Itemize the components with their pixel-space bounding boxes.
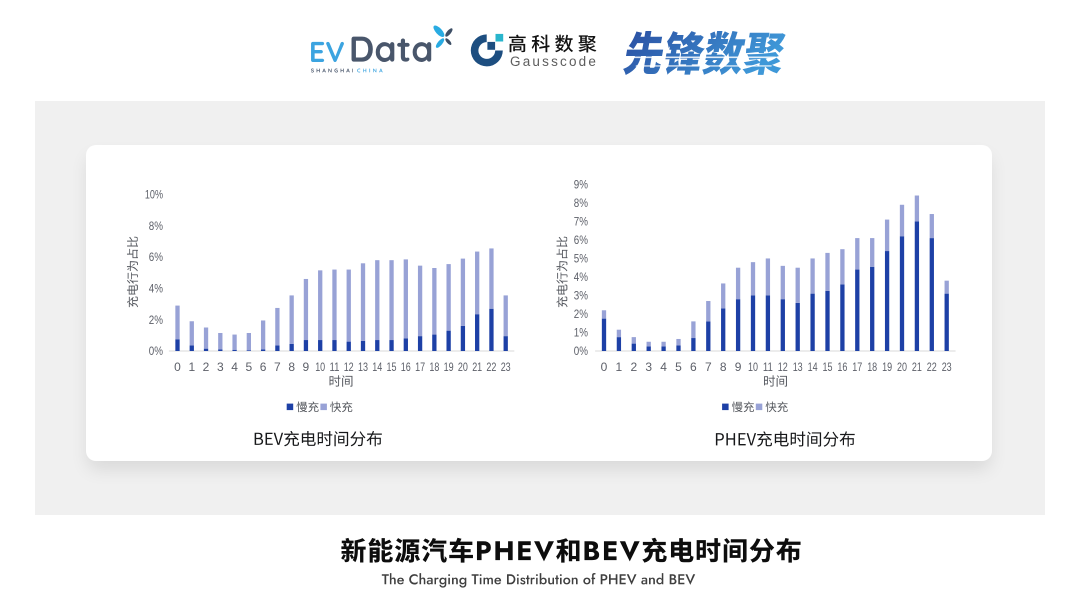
svg-text:23: 23	[942, 360, 952, 374]
svg-text:17: 17	[852, 360, 862, 374]
svg-text:12: 12	[778, 360, 788, 374]
svg-text:16: 16	[401, 360, 411, 374]
svg-text:4%: 4%	[149, 282, 163, 296]
svg-text:7%: 7%	[574, 215, 588, 229]
svg-text:20: 20	[458, 360, 468, 374]
svg-text:5: 5	[675, 360, 682, 374]
svg-text:14: 14	[808, 360, 818, 374]
svg-text:6%: 6%	[149, 250, 163, 264]
svg-text:1: 1	[188, 360, 195, 374]
svg-text:10: 10	[748, 360, 758, 374]
svg-text:0: 0	[601, 360, 608, 374]
svg-text:18: 18	[867, 360, 877, 374]
svg-text:21: 21	[472, 360, 482, 374]
svg-text:2%: 2%	[149, 313, 163, 327]
svg-text:3: 3	[217, 360, 224, 374]
svg-text:4: 4	[231, 360, 238, 374]
svg-text:15: 15	[387, 360, 397, 374]
svg-text:2: 2	[630, 360, 637, 374]
svg-text:11: 11	[330, 360, 340, 374]
svg-text:15: 15	[823, 360, 833, 374]
svg-text:19: 19	[882, 360, 892, 374]
svg-text:10: 10	[315, 360, 325, 374]
svg-text:7: 7	[274, 360, 281, 374]
svg-text:8%: 8%	[574, 196, 588, 210]
svg-text:9: 9	[303, 360, 310, 374]
svg-text:8: 8	[288, 360, 295, 374]
svg-text:14: 14	[372, 360, 382, 374]
svg-text:5: 5	[245, 360, 252, 374]
svg-text:9%: 9%	[574, 178, 588, 192]
svg-text:6: 6	[690, 360, 697, 374]
svg-text:3%: 3%	[574, 289, 588, 303]
svg-text:20: 20	[897, 360, 907, 374]
svg-text:22: 22	[486, 360, 496, 374]
svg-text:22: 22	[927, 360, 937, 374]
svg-text:0: 0	[174, 360, 181, 374]
svg-text:9: 9	[735, 360, 742, 374]
svg-text:21: 21	[912, 360, 922, 374]
svg-text:18: 18	[429, 360, 439, 374]
svg-text:23: 23	[501, 360, 511, 374]
svg-text:6: 6	[260, 360, 267, 374]
svg-text:17: 17	[415, 360, 425, 374]
svg-text:1%: 1%	[574, 326, 588, 340]
svg-text:8: 8	[720, 360, 727, 374]
svg-text:13: 13	[793, 360, 803, 374]
svg-text:0%: 0%	[149, 344, 163, 358]
svg-text:1: 1	[616, 360, 623, 374]
svg-text:2%: 2%	[574, 307, 588, 321]
svg-text:2: 2	[203, 360, 210, 374]
svg-text:5%: 5%	[574, 252, 588, 266]
svg-text:6%: 6%	[574, 233, 588, 247]
svg-text:4%: 4%	[574, 270, 588, 284]
svg-text:11: 11	[763, 360, 773, 374]
svg-text:10%: 10%	[145, 188, 163, 202]
svg-text:13: 13	[358, 360, 368, 374]
svg-text:19: 19	[444, 360, 454, 374]
svg-text:3: 3	[645, 360, 652, 374]
svg-text:7: 7	[705, 360, 712, 374]
svg-text:4: 4	[660, 360, 667, 374]
svg-text:0%: 0%	[574, 344, 588, 358]
svg-text:8%: 8%	[149, 219, 163, 233]
svg-text:16: 16	[837, 360, 847, 374]
svg-text:12: 12	[344, 360, 354, 374]
